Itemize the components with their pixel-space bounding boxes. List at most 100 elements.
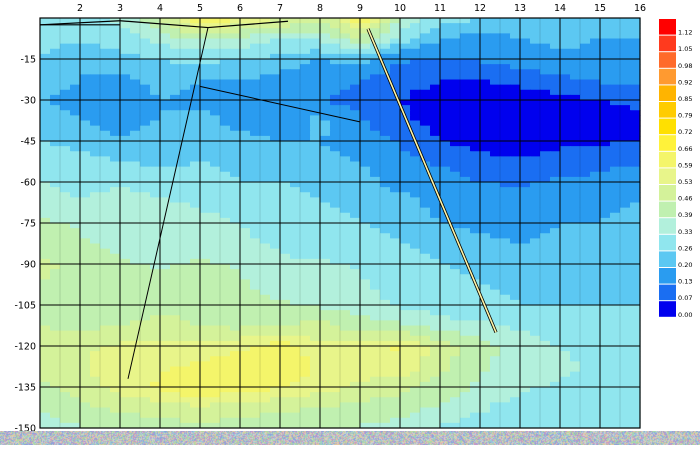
colorbar-label: 0.98 bbox=[678, 62, 692, 70]
heatmap-cell bbox=[290, 161, 301, 168]
heatmap-cell bbox=[360, 392, 371, 398]
heatmap-cell bbox=[220, 366, 231, 373]
heatmap-cell bbox=[610, 197, 621, 204]
heatmap-cell bbox=[450, 248, 461, 255]
heatmap-cell bbox=[630, 105, 641, 111]
heatmap-cell bbox=[460, 417, 471, 424]
heatmap-cell bbox=[110, 74, 121, 81]
heatmap-cell bbox=[160, 125, 171, 132]
heatmap-cell bbox=[390, 233, 401, 239]
heatmap-cell bbox=[350, 166, 361, 173]
heatmap-cell bbox=[250, 315, 261, 321]
heatmap-cell bbox=[280, 115, 291, 122]
heatmap-cell bbox=[370, 248, 381, 255]
heatmap-cell bbox=[560, 243, 571, 250]
heatmap-cell bbox=[90, 294, 101, 301]
heatmap-cell bbox=[460, 340, 471, 347]
heatmap-cell bbox=[620, 48, 631, 55]
heatmap-cell bbox=[220, 422, 231, 429]
heatmap-cell bbox=[170, 43, 181, 50]
heatmap-cell bbox=[620, 171, 631, 178]
heatmap-cell bbox=[390, 100, 401, 106]
heatmap-cell bbox=[430, 243, 441, 250]
heatmap-cell bbox=[290, 387, 301, 393]
heatmap-cell bbox=[410, 207, 421, 214]
heatmap-cell bbox=[500, 315, 511, 321]
heatmap-cell bbox=[430, 223, 441, 229]
heatmap-cell bbox=[370, 284, 381, 291]
heatmap-cell bbox=[540, 315, 551, 321]
heatmap-cell bbox=[200, 135, 211, 142]
heatmap-cell bbox=[560, 115, 571, 122]
heatmap-cell bbox=[170, 171, 181, 178]
heatmap-cell bbox=[150, 340, 161, 347]
heatmap-cell bbox=[270, 248, 281, 255]
heatmap-cell bbox=[350, 407, 361, 414]
heatmap-cell bbox=[530, 176, 541, 183]
heatmap-cell bbox=[550, 182, 561, 188]
heatmap-cell bbox=[400, 274, 411, 280]
heatmap-cell bbox=[370, 274, 381, 280]
heatmap-cell bbox=[620, 156, 631, 163]
heatmap-cell bbox=[420, 84, 431, 91]
heatmap-cell bbox=[210, 407, 221, 414]
heatmap-cell bbox=[300, 79, 311, 86]
heatmap-cell bbox=[120, 228, 131, 234]
heatmap-cell bbox=[600, 110, 611, 116]
heatmap-cell bbox=[440, 192, 451, 198]
heatmap-cell bbox=[200, 212, 211, 219]
heatmap-cell bbox=[470, 202, 481, 209]
heatmap-cell bbox=[170, 217, 181, 224]
heatmap-cell bbox=[420, 269, 431, 275]
heatmap-cell bbox=[310, 407, 321, 414]
heatmap-cell bbox=[140, 28, 151, 34]
heatmap-cell bbox=[280, 110, 291, 116]
heatmap-cell bbox=[220, 120, 231, 127]
heatmap-cell bbox=[40, 248, 51, 255]
heatmap-cell bbox=[300, 33, 311, 40]
heatmap-cell bbox=[270, 59, 281, 65]
heatmap-cell bbox=[260, 248, 271, 255]
heatmap-cell bbox=[570, 18, 581, 24]
heatmap-cell bbox=[630, 253, 641, 260]
heatmap-cell bbox=[40, 258, 51, 265]
heatmap-cell bbox=[40, 422, 51, 429]
heatmap-cell bbox=[360, 346, 371, 352]
heatmap-cell bbox=[190, 100, 201, 106]
heatmap-cell bbox=[460, 125, 471, 132]
heatmap-cell bbox=[410, 299, 421, 306]
heatmap-cell bbox=[270, 299, 281, 306]
heatmap-cell bbox=[160, 192, 171, 198]
heatmap-cell bbox=[480, 48, 491, 55]
heatmap-cell bbox=[530, 161, 541, 168]
heatmap-cell bbox=[220, 156, 231, 163]
heatmap-cell bbox=[470, 192, 481, 198]
heatmap-cell bbox=[380, 84, 391, 91]
heatmap-cell bbox=[620, 176, 631, 183]
heatmap-cell bbox=[80, 412, 91, 419]
heatmap-cell bbox=[390, 299, 401, 306]
heatmap-cell bbox=[90, 217, 101, 224]
heatmap-cell bbox=[70, 125, 81, 132]
heatmap-cell bbox=[170, 228, 181, 234]
heatmap-cell bbox=[360, 340, 371, 347]
heatmap-cell bbox=[410, 197, 421, 204]
heatmap-cell bbox=[450, 228, 461, 234]
heatmap-cell bbox=[420, 361, 431, 368]
heatmap-cell bbox=[200, 94, 211, 101]
colorbar-swatch bbox=[659, 185, 676, 201]
heatmap-cell bbox=[220, 258, 231, 265]
heatmap-cell bbox=[510, 310, 521, 316]
heatmap-cell bbox=[90, 258, 101, 265]
heatmap-cell bbox=[180, 284, 191, 291]
heatmap-cell bbox=[260, 402, 271, 409]
heatmap-cell bbox=[410, 407, 421, 414]
heatmap-cell bbox=[580, 59, 591, 65]
heatmap-cell bbox=[580, 69, 591, 75]
heatmap-cell bbox=[130, 330, 141, 337]
heatmap-cell bbox=[220, 279, 231, 286]
heatmap-cell bbox=[610, 346, 621, 352]
heatmap-cell bbox=[120, 100, 131, 106]
heatmap-cell bbox=[470, 141, 481, 147]
